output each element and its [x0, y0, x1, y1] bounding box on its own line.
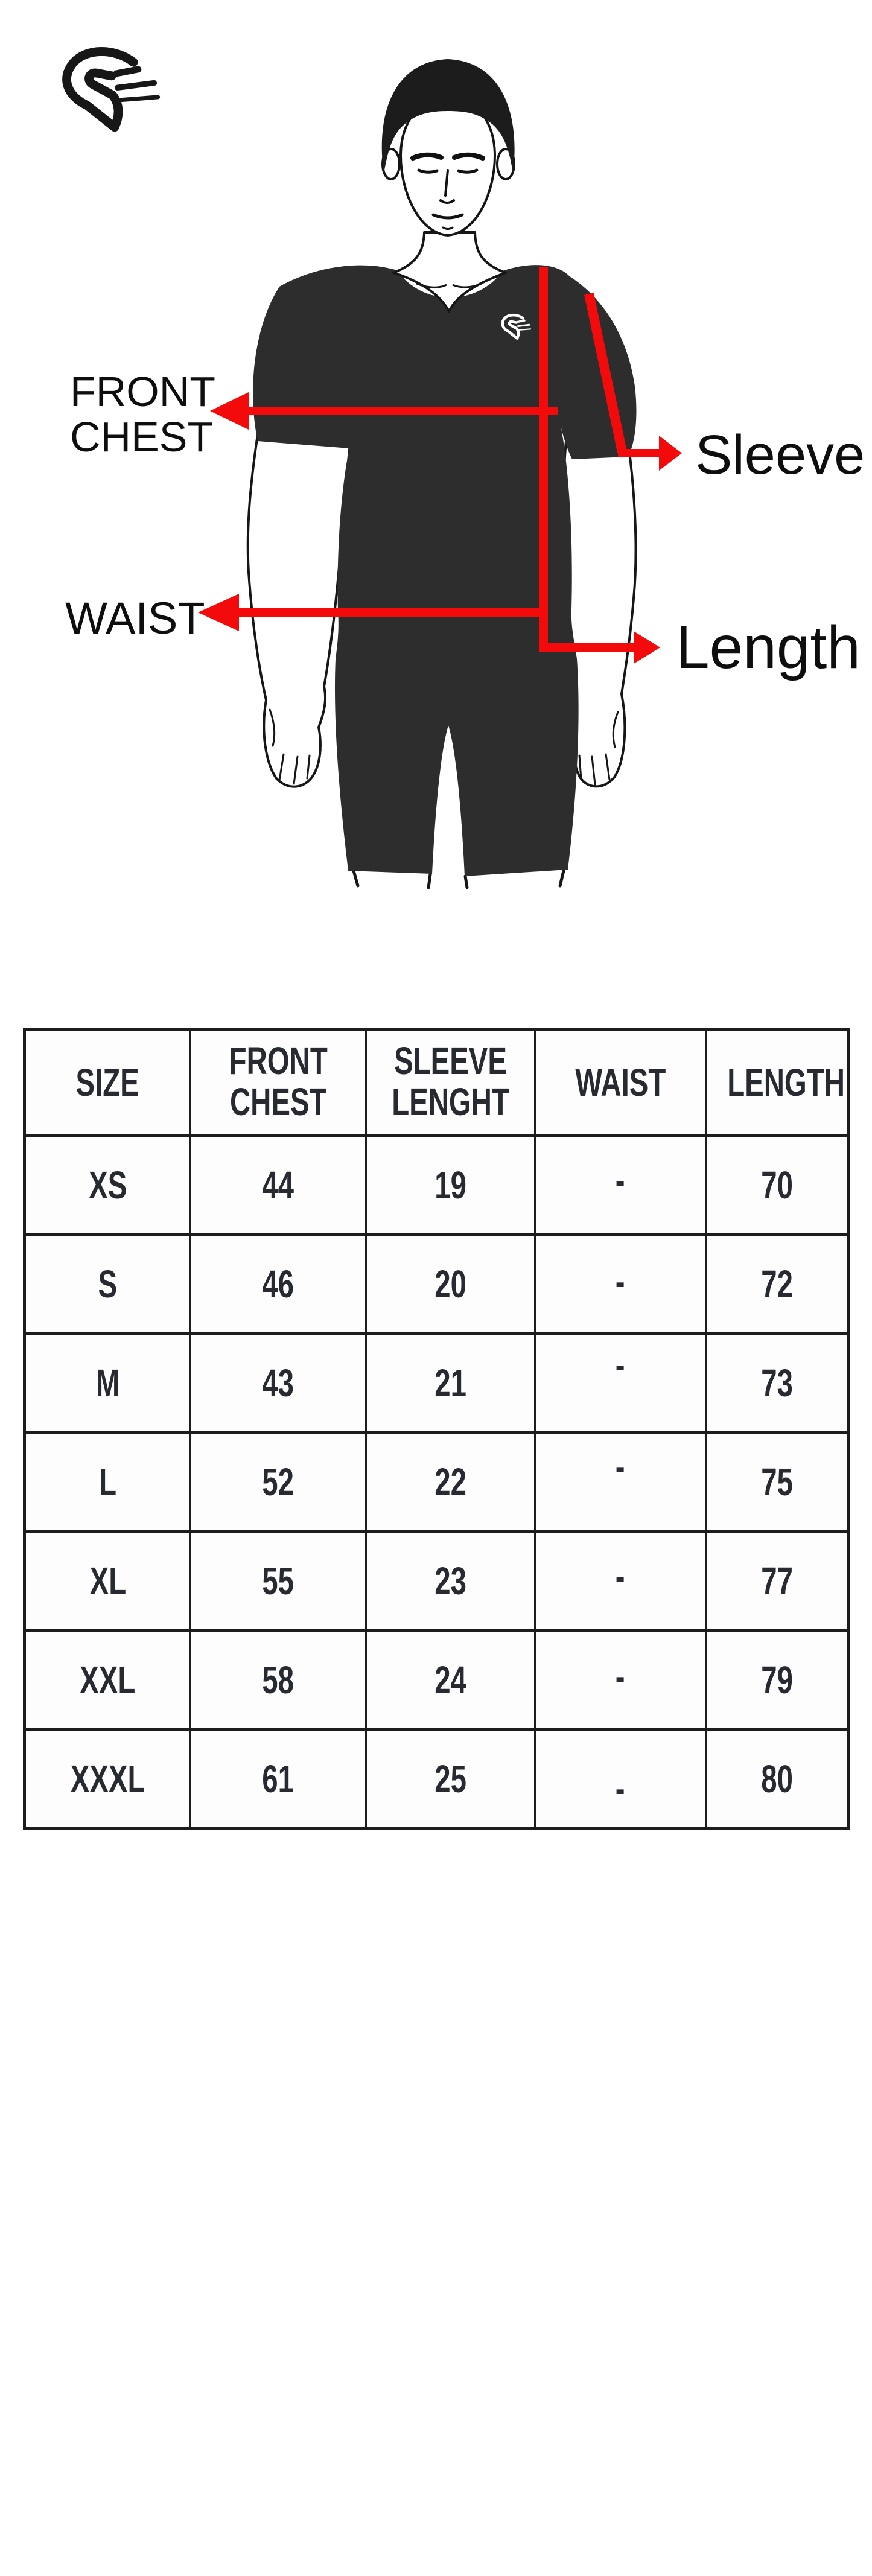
length-cell: 75 [705, 1431, 850, 1533]
length-cell: 77 [705, 1530, 850, 1632]
length-cell: 70 [705, 1134, 850, 1236]
table-row: XL 55 23 - 77 [24, 1530, 850, 1632]
header-row: SIZE FRONT CHEST SLEEVE LENGHT WAIST LEN… [24, 1028, 850, 1137]
sleeve-lenght-cell: 20 [365, 1233, 536, 1335]
size-cell: S [24, 1233, 191, 1335]
sleeve-lenght-cell: 25 [365, 1728, 536, 1830]
sleeve-arrow [584, 293, 627, 453]
front-chest-cell: 46 [189, 1233, 367, 1335]
table-row: XXXL 61 25 - 80 [24, 1728, 850, 1830]
front-chest-cell: 44 [189, 1134, 367, 1236]
size-chart-table: SIZE FRONT CHEST SLEEVE LENGHT WAIST LEN… [23, 1028, 850, 1830]
table-row: XXL 58 24 - 79 [24, 1629, 850, 1731]
column-header-length: LENGTH [705, 1028, 850, 1137]
length-cell: 80 [705, 1728, 850, 1830]
waist-cell: - [534, 1728, 707, 1830]
table-row: L 52 22 - 75 [24, 1431, 850, 1533]
label-waist: WAIST [65, 593, 205, 643]
brand-logo-icon [67, 51, 158, 127]
length-cell: 72 [705, 1233, 850, 1335]
table-row: M 43 21 - 73 [24, 1332, 850, 1434]
column-header-waist: WAIST [534, 1028, 707, 1137]
size-cell: XXXL [24, 1728, 191, 1830]
column-header-front-chest: FRONT CHEST [189, 1028, 367, 1137]
column-header-sleeve-lenght: SLEEVE LENGHT [365, 1028, 536, 1137]
sleeve-lenght-cell: 22 [365, 1431, 536, 1533]
size-cell: L [24, 1431, 191, 1533]
waist-cell: - [534, 1332, 707, 1434]
waist-cell: - [534, 1629, 707, 1731]
length-arrow [539, 643, 638, 652]
sleeve-lenght-cell: 19 [365, 1134, 536, 1236]
arms [246, 421, 637, 788]
sleeve-lenght-cell: 24 [365, 1629, 536, 1731]
front-chest-cell: 58 [189, 1629, 367, 1731]
size-cell: XL [24, 1530, 191, 1632]
head [381, 59, 515, 237]
waist-cell: - [534, 1134, 707, 1236]
label-sleeve: Sleeve [695, 424, 865, 486]
label-front-chest: FRONT CHEST [70, 368, 216, 460]
measurement-arrows [198, 267, 682, 664]
table-row: XS 44 19 - 70 [24, 1134, 850, 1236]
length-cell: 79 [705, 1629, 850, 1731]
waist-arrow [237, 608, 544, 617]
torso-vertical-line [539, 267, 548, 647]
size-cell: XXL [24, 1629, 191, 1731]
waist-cell: - [534, 1233, 707, 1335]
length-cell: 73 [705, 1332, 850, 1434]
male-figure-illustration [0, 0, 682, 889]
column-header-size: SIZE [24, 1028, 191, 1137]
legs [352, 869, 565, 889]
table-row: S 46 20 - 72 [24, 1233, 850, 1335]
front-chest-cell: 55 [189, 1530, 367, 1632]
front-chest-arrow [246, 407, 558, 415]
waist-cell: - [534, 1431, 707, 1533]
waist-cell: - [534, 1530, 707, 1632]
front-chest-cell: 61 [189, 1728, 367, 1830]
front-chest-cell: 52 [189, 1431, 367, 1533]
size-cell: M [24, 1332, 191, 1434]
neck [392, 231, 507, 313]
sleeve-lenght-cell: 23 [365, 1530, 536, 1632]
sleeve-lenght-cell: 21 [365, 1332, 536, 1434]
size-cell: XS [24, 1134, 191, 1236]
front-chest-cell: 43 [189, 1332, 367, 1434]
label-length: Length [676, 614, 861, 681]
